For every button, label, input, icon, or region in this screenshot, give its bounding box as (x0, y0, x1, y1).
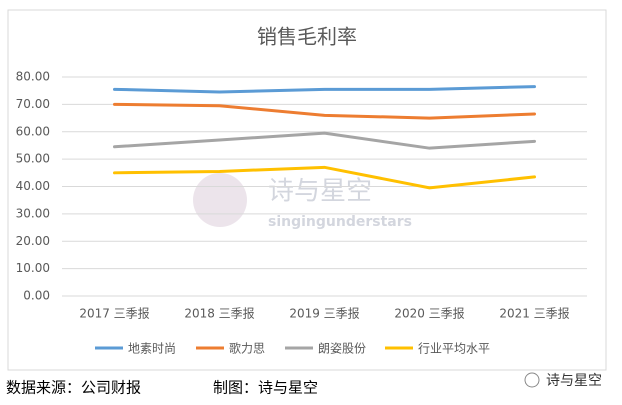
y-tick-label: 30.00 (16, 206, 50, 220)
watermark-subtitle: singingunderstars (268, 214, 412, 230)
series-line (113, 165, 536, 190)
account-icon (524, 372, 540, 388)
footer-credit: 制图：诗与星空 (213, 379, 318, 397)
series-line (113, 102, 536, 120)
legend-label: 歌力思 (229, 341, 265, 356)
series-line (113, 85, 536, 94)
legend-label: 朗姿股份 (318, 342, 366, 356)
x-tick-label: 2020 三季报 (394, 306, 464, 321)
chart-title: 销售毛利率 (257, 25, 357, 49)
y-tick-label: 20.00 (16, 234, 50, 248)
y-tick-label: 10.00 (16, 261, 50, 275)
footer-source: 数据来源：公司财报 (6, 379, 141, 397)
series-line (113, 131, 536, 150)
y-tick-label: 40.00 (16, 179, 50, 193)
x-tick-label: 2019 三季报 (289, 306, 359, 321)
chart-frame (7, 9, 607, 371)
x-tick-label: 2017 三季报 (79, 306, 149, 321)
watermark-title: 诗与星空 (268, 177, 372, 207)
y-tick-label: 70.00 (16, 97, 50, 111)
x-tick-label: 2021 三季报 (499, 306, 569, 321)
y-tick-label: 0.00 (23, 289, 50, 303)
footer-account: 诗与星空 (546, 373, 602, 389)
x-tick-label: 2018 三季报 (184, 306, 254, 321)
y-tick-label: 50.00 (16, 152, 50, 166)
watermark-logo (193, 173, 247, 227)
y-tick-label: 60.00 (16, 124, 50, 138)
legend-label: 行业平均水平 (418, 342, 490, 356)
legend-label: 地素时尚 (128, 342, 176, 356)
y-tick-label: 80.00 (16, 70, 50, 84)
